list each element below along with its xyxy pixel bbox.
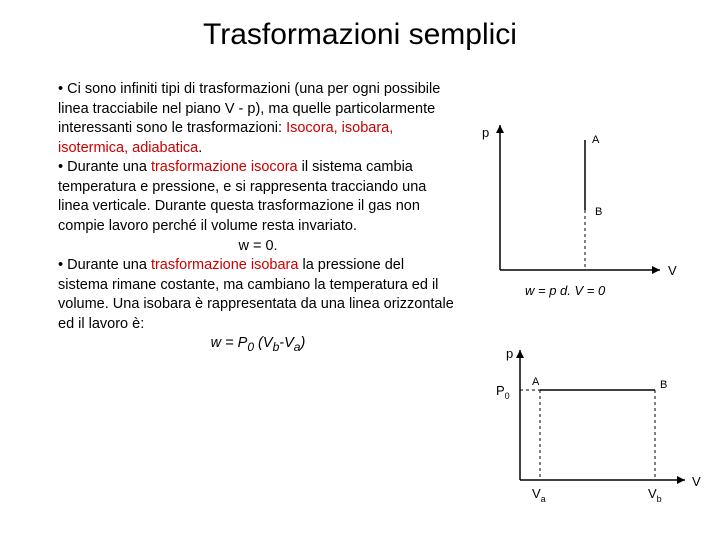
d2-p-label: p [506,346,513,361]
bullet3-text-a: • Durante una [58,257,151,273]
d2-A-label: A [532,376,540,388]
d2-P0-label: P0 [496,383,510,401]
d1-caption: w = p d. V = 0 [525,283,606,298]
d1-A-label: A [592,134,600,146]
eq-mid: (V [254,335,273,351]
diagram-isobara: p P0 A B Va Vb V [470,340,710,520]
d1-p-label: p [482,125,489,140]
d2-Vb-label: Vb [648,486,662,504]
d2-B-label: B [660,379,667,391]
d2-V-label: V [692,474,701,489]
d1-V-label: V [668,263,677,278]
bullet2-keyword: trasformazione isocora [151,159,298,175]
body-text: • Ci sono infiniti tipi di trasformazion… [58,80,458,356]
eq-end: ) [301,335,306,351]
eq-pre: w = P [211,335,248,351]
bullet3-keyword: trasformazione isobara [151,257,299,273]
d2-Va-label: Va [532,486,546,504]
bullet2-equation: w = 0. [58,237,458,257]
page-title: Trasformazioni semplici [0,0,720,64]
eq-suba: a [294,340,301,354]
bullet3-equation: w = P0 (Vb-Va) [58,334,458,355]
bullet2-text-a: • Durante una [58,159,151,175]
diagram-isocora: p A B V w = p d. V = 0 [470,115,690,305]
eq-dash: -V [279,335,294,351]
d1-B-label: B [595,206,602,218]
bullet1-end: . [198,140,202,156]
